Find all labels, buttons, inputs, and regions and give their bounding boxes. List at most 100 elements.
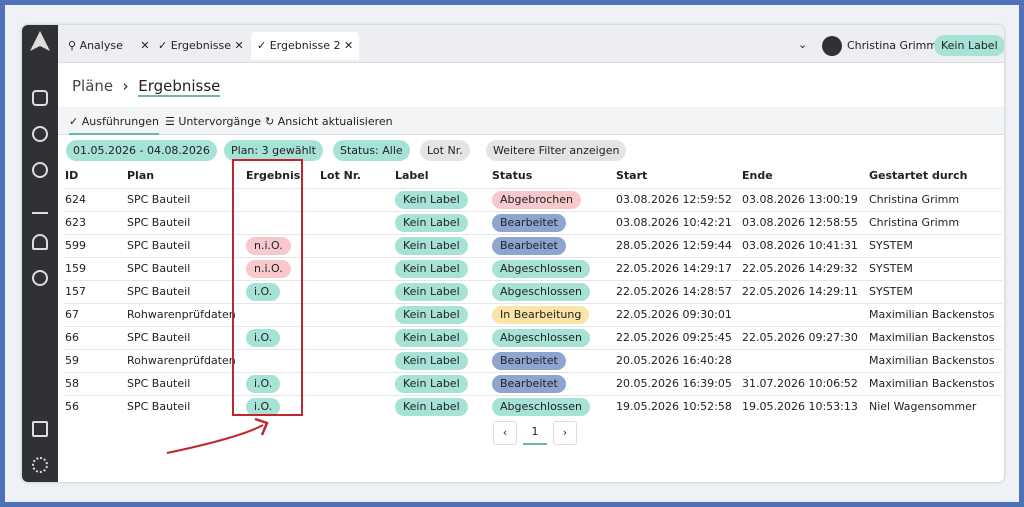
table-row[interactable]: 59 Rohwarenprüfdaten Kein Label Bearbeitet 2… bbox=[64, 348, 1002, 372]
table-row[interactable]: 58 SPC Bauteil i.O. Kein Label Bearbeitet 20.… bbox=[64, 371, 1002, 395]
tab-label: Ergebnisse bbox=[170, 39, 231, 52]
nav-logout[interactable] bbox=[32, 421, 48, 437]
filter-plan[interactable]: Plan: 3 gewählt bbox=[224, 140, 323, 161]
cell bbox=[245, 302, 319, 326]
table-row[interactable]: 67 Rohwarenprüfdaten Kein Label In Bearbeit… bbox=[64, 302, 1002, 326]
cell: 66 bbox=[64, 325, 126, 349]
column-header: Ergebnis bbox=[246, 169, 301, 183]
nav-dashboard[interactable] bbox=[32, 162, 48, 178]
cell: 19.05.2026 10:52:58 bbox=[615, 394, 741, 418]
next-page[interactable]: › bbox=[553, 421, 577, 445]
subtab[interactable]: ✓ Ausführungen bbox=[69, 115, 159, 135]
table-row[interactable]: 623 SPC Bauteil Kein Label Bearbeitet 03.08.… bbox=[64, 210, 1002, 234]
table-row[interactable]: 599 SPC Bauteil n.i.O. Kein Label Bearbeitet… bbox=[64, 233, 1002, 257]
arrow-head bbox=[254, 417, 269, 436]
prev-page[interactable]: ‹ bbox=[493, 421, 517, 445]
cell: Rohwarenprüfdaten bbox=[126, 302, 245, 326]
cell bbox=[319, 256, 394, 280]
cell bbox=[319, 279, 394, 303]
cell: Bearbeitet bbox=[491, 210, 615, 234]
column-header: Lot Nr. bbox=[320, 169, 361, 183]
table-body: 624 SPC Bauteil Kein Label Abgebrochen 03.08… bbox=[64, 187, 1002, 418]
nav-search[interactable] bbox=[32, 126, 48, 142]
cell bbox=[319, 302, 394, 326]
cell: 20.05.2026 16:40:28 bbox=[615, 348, 741, 372]
cell bbox=[319, 325, 394, 349]
cell bbox=[319, 187, 394, 211]
filter-status[interactable]: Status: Alle bbox=[333, 140, 410, 161]
cell: Maximilian Backenstos bbox=[868, 348, 1002, 372]
cell: 22.05.2026 14:29:17 bbox=[615, 256, 741, 280]
table-row[interactable]: 157 SPC Bauteil i.O. Kein Label Abgeschlosse… bbox=[64, 279, 1002, 303]
user-name[interactable]: Christina Grimm bbox=[847, 39, 938, 52]
nav-settings[interactable] bbox=[32, 457, 48, 473]
cell: 22.05.2026 14:29:11 bbox=[741, 279, 868, 303]
cell bbox=[319, 394, 394, 418]
label-button[interactable]: Kein Label bbox=[934, 35, 1004, 56]
status-badge: Bearbeitet bbox=[492, 374, 566, 393]
cell: Kein Label bbox=[394, 210, 491, 234]
result-badge: i.O. bbox=[246, 328, 281, 347]
label-badge: Kein Label bbox=[395, 282, 468, 301]
cell: n.i.O. bbox=[245, 233, 319, 257]
nav-charts[interactable] bbox=[32, 198, 48, 214]
cell: 03.08.2026 10:41:31 bbox=[741, 233, 868, 257]
result-badge: i.O. bbox=[246, 374, 281, 393]
tab[interactable]: ✓ Ergebnisse 2 ✕ bbox=[251, 32, 360, 60]
cell: Maximilian Backenstos bbox=[868, 302, 1002, 326]
table-row[interactable]: 56 SPC Bauteil i.O. Kein Label Abgeschlossen… bbox=[64, 394, 1002, 418]
cell bbox=[319, 233, 394, 257]
label-badge: Kein Label bbox=[395, 374, 468, 393]
cell: SYSTEM bbox=[868, 279, 1002, 303]
subtab-label: Untervorgänge bbox=[178, 115, 261, 128]
cell: 67 bbox=[64, 302, 126, 326]
nav-database[interactable] bbox=[32, 90, 48, 106]
dropdown-arrow[interactable]: ⌄ bbox=[798, 38, 808, 51]
crumb[interactable]: Pläne bbox=[72, 77, 114, 95]
status-badge: Abgeschlossen bbox=[492, 328, 590, 347]
table-row[interactable]: 624 SPC Bauteil Kein Label Abgebrochen 03.08… bbox=[64, 187, 1002, 211]
cell: Bearbeitet bbox=[491, 371, 615, 395]
cell: 59 bbox=[64, 348, 126, 372]
column-header: Status bbox=[492, 169, 533, 183]
result-badge: n.i.O. bbox=[246, 259, 291, 278]
cell: Rohwarenprüfdaten bbox=[126, 348, 245, 372]
tab-bar: ⚲ Analyse ✕ ✓ Ergebnisse ✕ ✓ Ergebnisse … bbox=[58, 25, 1004, 63]
subtab[interactable]: ☰ Untervorgänge bbox=[165, 115, 261, 128]
cell bbox=[245, 187, 319, 211]
cell bbox=[245, 210, 319, 234]
column-header: Label bbox=[395, 169, 429, 183]
tab[interactable]: ✓ Ergebnisse ✕ bbox=[158, 39, 244, 52]
page-number[interactable]: 1 bbox=[523, 421, 547, 445]
crumb-current: Ergebnisse bbox=[138, 77, 221, 97]
tab[interactable]: ⚲ Analyse ✕ bbox=[68, 39, 150, 52]
cell: Kein Label bbox=[394, 325, 491, 349]
table-row[interactable]: 66 SPC Bauteil i.O. Kein Label Abgeschlossen… bbox=[64, 325, 1002, 349]
cell bbox=[319, 348, 394, 372]
results-table: ID Plan Ergebnis Lot Nr. Label Status Start End… bbox=[64, 164, 1002, 418]
cell: 22.05.2026 09:27:30 bbox=[741, 325, 868, 349]
avatar bbox=[822, 36, 842, 56]
refresh[interactable]: ↻ Ansicht aktualisieren bbox=[265, 115, 393, 128]
result-badge: i.O. bbox=[246, 282, 281, 301]
nav-alerts[interactable] bbox=[32, 234, 48, 250]
cell: SPC Bauteil bbox=[126, 210, 245, 234]
cell: Abgebrochen bbox=[491, 187, 615, 211]
cell: i.O. bbox=[245, 394, 319, 418]
filter-date[interactable]: 01.05.2026 - 04.08.2026 bbox=[66, 140, 217, 161]
cell: SYSTEM bbox=[868, 233, 1002, 257]
tab-label: Analyse bbox=[79, 39, 123, 52]
table-row[interactable]: 159 SPC Bauteil n.i.O. Kein Label Abgeschlos… bbox=[64, 256, 1002, 280]
filter-lot[interactable]: Lot Nr. bbox=[420, 140, 470, 161]
result-badge: n.i.O. bbox=[246, 236, 291, 255]
header-row: ID Plan Ergebnis Lot Nr. Label Status Start End… bbox=[64, 164, 1002, 188]
nav-results[interactable] bbox=[32, 270, 48, 286]
cell: 58 bbox=[64, 371, 126, 395]
status-badge: Abgebrochen bbox=[492, 190, 582, 209]
column-header[interactable]: Start bbox=[616, 169, 648, 183]
cell: Abgeschlossen bbox=[491, 256, 615, 280]
more-filters[interactable]: Weitere Filter anzeigen bbox=[486, 140, 627, 161]
status-badge: Bearbeitet bbox=[492, 236, 566, 255]
cell: 22.05.2026 14:29:32 bbox=[741, 256, 868, 280]
